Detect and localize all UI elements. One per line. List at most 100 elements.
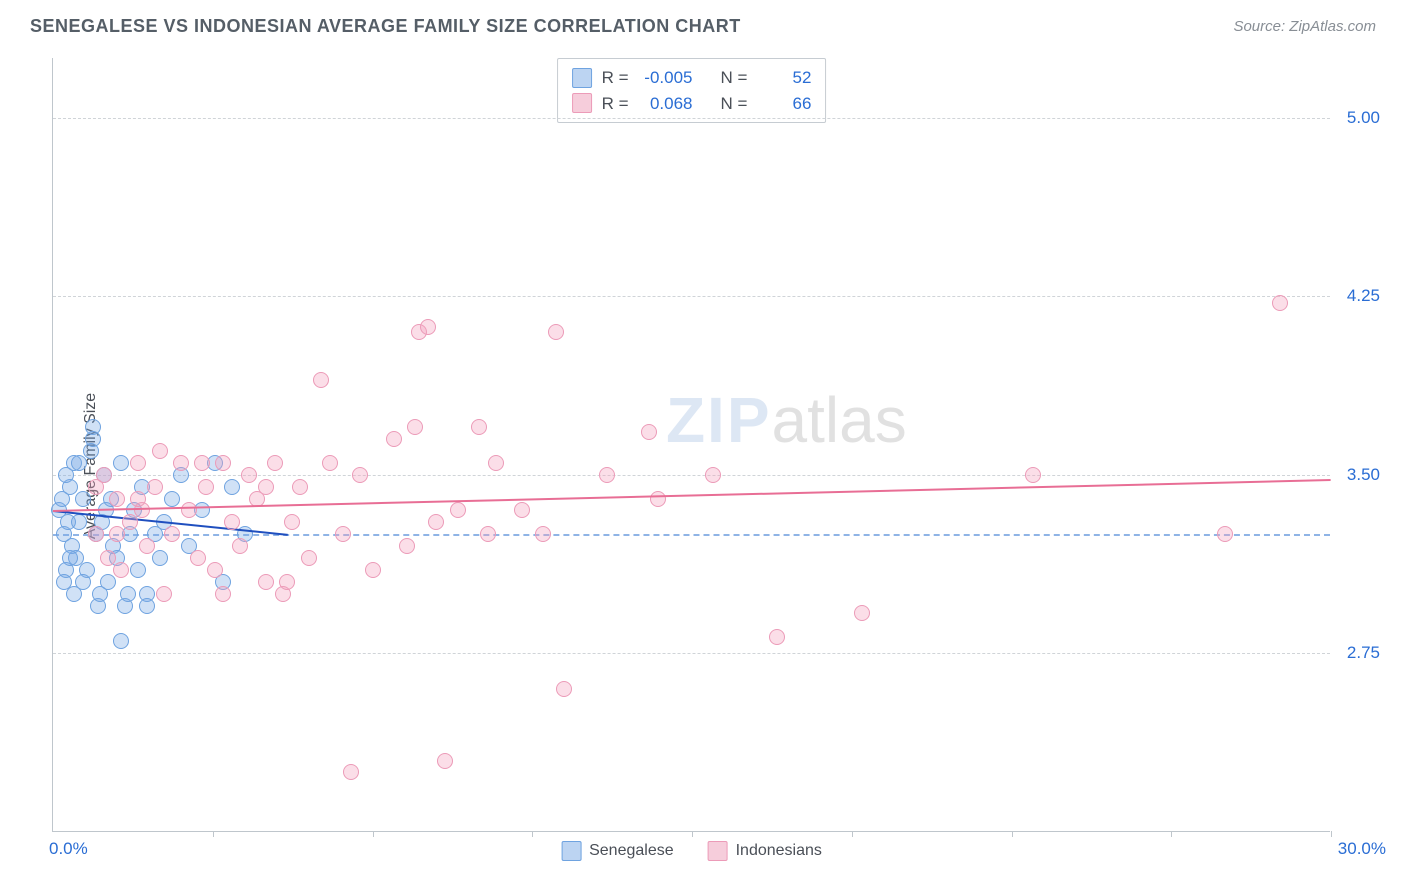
data-point bbox=[650, 491, 666, 507]
data-point bbox=[181, 502, 197, 518]
x-min-label: 0.0% bbox=[49, 839, 88, 859]
y-tick-label: 3.50 bbox=[1347, 465, 1380, 485]
data-point bbox=[267, 455, 283, 471]
y-tick-label: 5.00 bbox=[1347, 108, 1380, 128]
data-point bbox=[420, 319, 436, 335]
data-point bbox=[365, 562, 381, 578]
data-point bbox=[85, 419, 101, 435]
data-point bbox=[164, 491, 180, 507]
legend-label: Indonesians bbox=[736, 842, 822, 860]
data-point bbox=[207, 562, 223, 578]
data-point bbox=[279, 574, 295, 590]
data-point bbox=[1025, 467, 1041, 483]
data-point bbox=[100, 550, 116, 566]
data-point bbox=[232, 538, 248, 554]
stat-n-value: 66 bbox=[757, 91, 811, 117]
data-point bbox=[343, 764, 359, 780]
data-point bbox=[130, 562, 146, 578]
data-point bbox=[75, 491, 91, 507]
legend-item: Indonesians bbox=[708, 841, 822, 861]
data-point bbox=[190, 550, 206, 566]
legend-label: Senegalese bbox=[589, 842, 674, 860]
data-point bbox=[1272, 295, 1288, 311]
data-point bbox=[113, 633, 129, 649]
legend-stats-box: R =-0.005N =52R =0.068N =66 bbox=[557, 58, 827, 123]
legend-swatch bbox=[572, 68, 592, 88]
stat-r-label: R = bbox=[602, 65, 629, 91]
data-point bbox=[122, 514, 138, 530]
y-tick-label: 2.75 bbox=[1347, 643, 1380, 663]
data-point bbox=[164, 526, 180, 542]
data-point bbox=[352, 467, 368, 483]
legend-item: Senegalese bbox=[561, 841, 674, 861]
legend-swatch bbox=[708, 841, 728, 861]
data-point bbox=[215, 586, 231, 602]
data-point bbox=[258, 479, 274, 495]
data-point bbox=[113, 455, 129, 471]
data-point bbox=[224, 479, 240, 495]
data-point bbox=[120, 586, 136, 602]
data-point bbox=[514, 502, 530, 518]
gridline bbox=[53, 118, 1330, 119]
data-point bbox=[139, 538, 155, 554]
watermark-part2: atlas bbox=[772, 384, 907, 456]
x-tick bbox=[213, 831, 214, 837]
stat-n-value: 52 bbox=[757, 65, 811, 91]
data-point bbox=[335, 526, 351, 542]
legend-stats-row: R =0.068N =66 bbox=[572, 91, 812, 117]
data-point bbox=[599, 467, 615, 483]
data-point bbox=[313, 372, 329, 388]
source-credit: Source: ZipAtlas.com bbox=[1233, 18, 1376, 35]
x-tick bbox=[1331, 831, 1332, 837]
data-point bbox=[488, 455, 504, 471]
x-tick bbox=[532, 831, 533, 837]
data-point bbox=[62, 550, 78, 566]
data-point bbox=[428, 514, 444, 530]
stat-r-value: 0.068 bbox=[639, 91, 693, 117]
watermark-part1: ZIP bbox=[666, 384, 772, 456]
data-point bbox=[156, 586, 172, 602]
legend-bottom: Senegalese Indonesians bbox=[561, 841, 822, 861]
x-tick bbox=[1171, 831, 1172, 837]
data-point bbox=[139, 598, 155, 614]
trend-line bbox=[53, 480, 1331, 513]
x-tick bbox=[852, 831, 853, 837]
x-tick bbox=[692, 831, 693, 837]
data-point bbox=[88, 479, 104, 495]
data-point bbox=[292, 479, 308, 495]
legend-stats-row: R =-0.005N =52 bbox=[572, 65, 812, 91]
data-point bbox=[215, 455, 231, 471]
data-point bbox=[66, 586, 82, 602]
x-tick bbox=[1012, 831, 1013, 837]
stat-r-label: R = bbox=[602, 91, 629, 117]
data-point bbox=[322, 455, 338, 471]
data-point bbox=[556, 681, 572, 697]
data-point bbox=[284, 514, 300, 530]
y-tick-label: 4.25 bbox=[1347, 286, 1380, 306]
data-point bbox=[88, 526, 104, 542]
data-point bbox=[399, 538, 415, 554]
data-point bbox=[854, 605, 870, 621]
data-point bbox=[224, 514, 240, 530]
data-point bbox=[437, 753, 453, 769]
watermark: ZIPatlas bbox=[666, 383, 907, 457]
data-point bbox=[71, 455, 87, 471]
data-point bbox=[173, 455, 189, 471]
data-point bbox=[407, 419, 423, 435]
data-point bbox=[130, 491, 146, 507]
data-point bbox=[198, 479, 214, 495]
data-point bbox=[301, 550, 317, 566]
data-point bbox=[641, 424, 657, 440]
data-point bbox=[548, 324, 564, 340]
x-tick bbox=[373, 831, 374, 837]
data-point bbox=[130, 455, 146, 471]
stat-r-value: -0.005 bbox=[639, 65, 693, 91]
gridline bbox=[53, 653, 1330, 654]
data-point bbox=[258, 574, 274, 590]
data-point bbox=[56, 574, 72, 590]
plot-area: ZIPatlas R =-0.005N =52R =0.068N =66 0.0… bbox=[52, 58, 1330, 832]
correlation-chart: Average Family Size ZIPatlas R =-0.005N … bbox=[28, 50, 1378, 882]
gridline bbox=[53, 296, 1330, 297]
data-point bbox=[450, 502, 466, 518]
data-point bbox=[705, 467, 721, 483]
